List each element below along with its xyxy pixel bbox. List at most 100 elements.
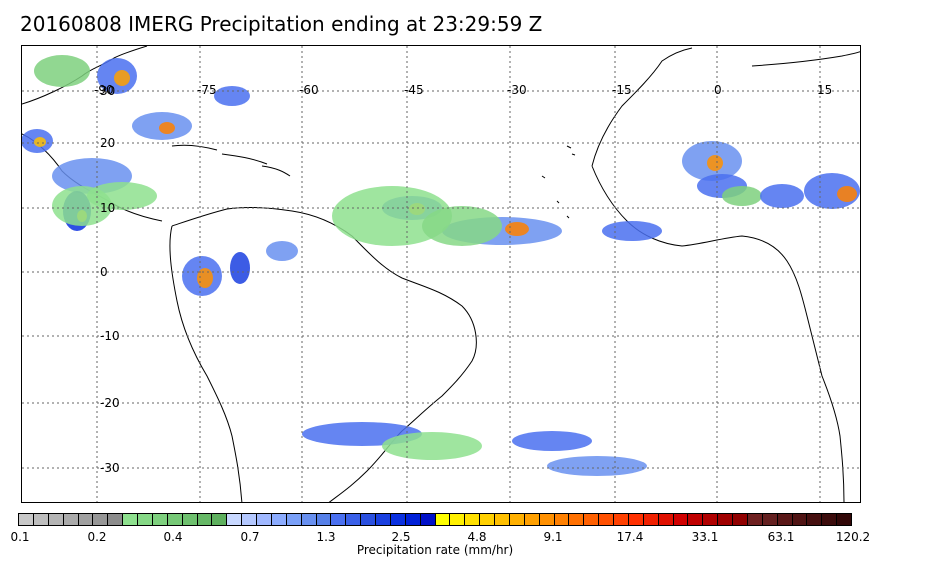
colorbar-cell xyxy=(822,514,838,525)
colorbar-tick-label: 1.3 xyxy=(316,530,336,544)
longitude-label: -15 xyxy=(612,83,632,97)
precipitation-area xyxy=(547,456,647,476)
precipitation-area xyxy=(837,186,857,202)
colorbar-cell xyxy=(123,514,138,525)
coastline-islands xyxy=(541,145,576,219)
colorbar-cell xyxy=(197,514,213,525)
colorbar-cell xyxy=(138,514,153,525)
latitude-label: -10 xyxy=(100,329,120,343)
precipitation-area xyxy=(422,206,502,246)
colorbar-tick-label: 9.1 xyxy=(543,530,563,544)
precipitation-area xyxy=(87,182,157,210)
colorbar-cell xyxy=(405,514,421,525)
colorbar-cell xyxy=(227,514,243,525)
longitude-label: -75 xyxy=(197,83,217,97)
latitude-label: 30 xyxy=(100,84,115,98)
colorbar-cell xyxy=(628,514,644,525)
colorbar-cell xyxy=(286,514,302,525)
colorbar-label: Precipitation rate (mm/hr) xyxy=(356,543,514,557)
map-title: 20160808 IMERG Precipitation ending at 2… xyxy=(20,12,543,36)
colorbar-cell xyxy=(688,514,704,525)
colorbar-tick-label: 0.7 xyxy=(240,530,260,544)
colorbar-cell xyxy=(33,514,49,525)
colorbar-cell xyxy=(673,514,689,525)
colorbar-cell xyxy=(599,514,614,525)
colorbar-cell xyxy=(48,514,64,525)
precipitation-area xyxy=(505,222,529,236)
precipitation-area xyxy=(332,186,452,246)
precipitation-area xyxy=(114,70,130,86)
colorbar-cell xyxy=(733,514,748,525)
colorbar-cell xyxy=(480,514,495,525)
coastline-caribbean xyxy=(171,144,291,177)
colorbar-cell xyxy=(584,514,600,525)
coastline-africa xyxy=(591,47,860,502)
colorbar-cell xyxy=(346,514,362,525)
colorbar-cell xyxy=(435,514,451,525)
precipitation-area xyxy=(266,241,298,261)
precipitation-map: -90 -75 -60 -45 -30 -15 0 15 30 20 10 0 -10 -20 -30 xyxy=(21,45,861,503)
precipitation-area xyxy=(159,122,175,134)
precipitation-area xyxy=(722,186,762,206)
longitude-label: -90 xyxy=(94,83,114,97)
colorbar-cell xyxy=(777,514,793,525)
longitude-label: -45 xyxy=(404,83,424,97)
colorbar-cell xyxy=(331,514,347,525)
colorbar-cell xyxy=(301,514,317,525)
colorbar-cell xyxy=(554,514,570,525)
colorbar-cell xyxy=(390,514,406,525)
latitude-label: 0 xyxy=(100,265,108,279)
colorbar-cell xyxy=(658,514,674,525)
latitude-label: -30 xyxy=(100,461,120,475)
colorbar-cell xyxy=(807,514,823,525)
colorbar-cell xyxy=(19,514,34,525)
colorbar-cell xyxy=(182,514,198,525)
colorbar-cell xyxy=(762,514,778,525)
colorbar-cell xyxy=(167,514,183,525)
colorbar-tick-label: 17.4 xyxy=(616,530,644,544)
precipitation-area xyxy=(760,184,804,208)
precipitation-area xyxy=(34,55,90,87)
longitude-label: 15 xyxy=(817,83,832,97)
colorbar xyxy=(18,513,852,526)
colorbar-tick-label: 4.8 xyxy=(467,530,487,544)
colorbar-cell xyxy=(837,514,851,525)
colorbar-cell xyxy=(242,514,257,525)
colorbar-cell xyxy=(792,514,808,525)
colorbar-tick-label: 0.1 xyxy=(10,530,30,544)
colorbar-cell xyxy=(495,514,510,525)
colorbar-tick-label: 0.4 xyxy=(163,530,183,544)
colorbar-tick-label: 63.1 xyxy=(767,530,795,544)
map-canvas: -90 -75 -60 -45 -30 -15 0 15 30 20 10 0 -10 -20 -30 xyxy=(22,46,860,502)
colorbar-cell xyxy=(539,514,555,525)
latitude-label: 10 xyxy=(100,201,115,215)
colorbar-cell xyxy=(614,514,629,525)
longitude-label: 0 xyxy=(714,83,722,97)
colorbar-cell xyxy=(376,514,391,525)
colorbar-cell xyxy=(703,514,719,525)
colorbar-cell xyxy=(747,514,763,525)
colorbar-cell xyxy=(361,514,376,525)
colorbar-cell xyxy=(569,514,585,525)
colorbar-cell xyxy=(63,514,79,525)
colorbar-tick-label: 0.2 xyxy=(87,530,107,544)
colorbar-cell xyxy=(509,514,525,525)
colorbar-cell xyxy=(524,514,540,525)
longitude-label: -30 xyxy=(507,83,527,97)
colorbar-cell xyxy=(465,514,481,525)
colorbar-tick-label: 2.5 xyxy=(391,530,411,544)
precipitation-area xyxy=(602,221,662,241)
colorbar-cell xyxy=(271,514,287,525)
precipitation-area xyxy=(382,432,482,460)
colorbar-cell xyxy=(78,514,94,525)
latitude-label: -20 xyxy=(100,396,120,410)
colorbar-cell xyxy=(420,514,436,525)
colorbar-tick-label: 120.2 xyxy=(835,530,871,544)
longitude-label: -60 xyxy=(299,83,319,97)
precipitation-area xyxy=(230,252,250,284)
latitude-label: 20 xyxy=(100,136,115,150)
precipitation-area xyxy=(197,268,213,288)
colorbar-cell xyxy=(316,514,332,525)
colorbar-cell xyxy=(643,514,659,525)
precipitation-area xyxy=(214,86,250,106)
